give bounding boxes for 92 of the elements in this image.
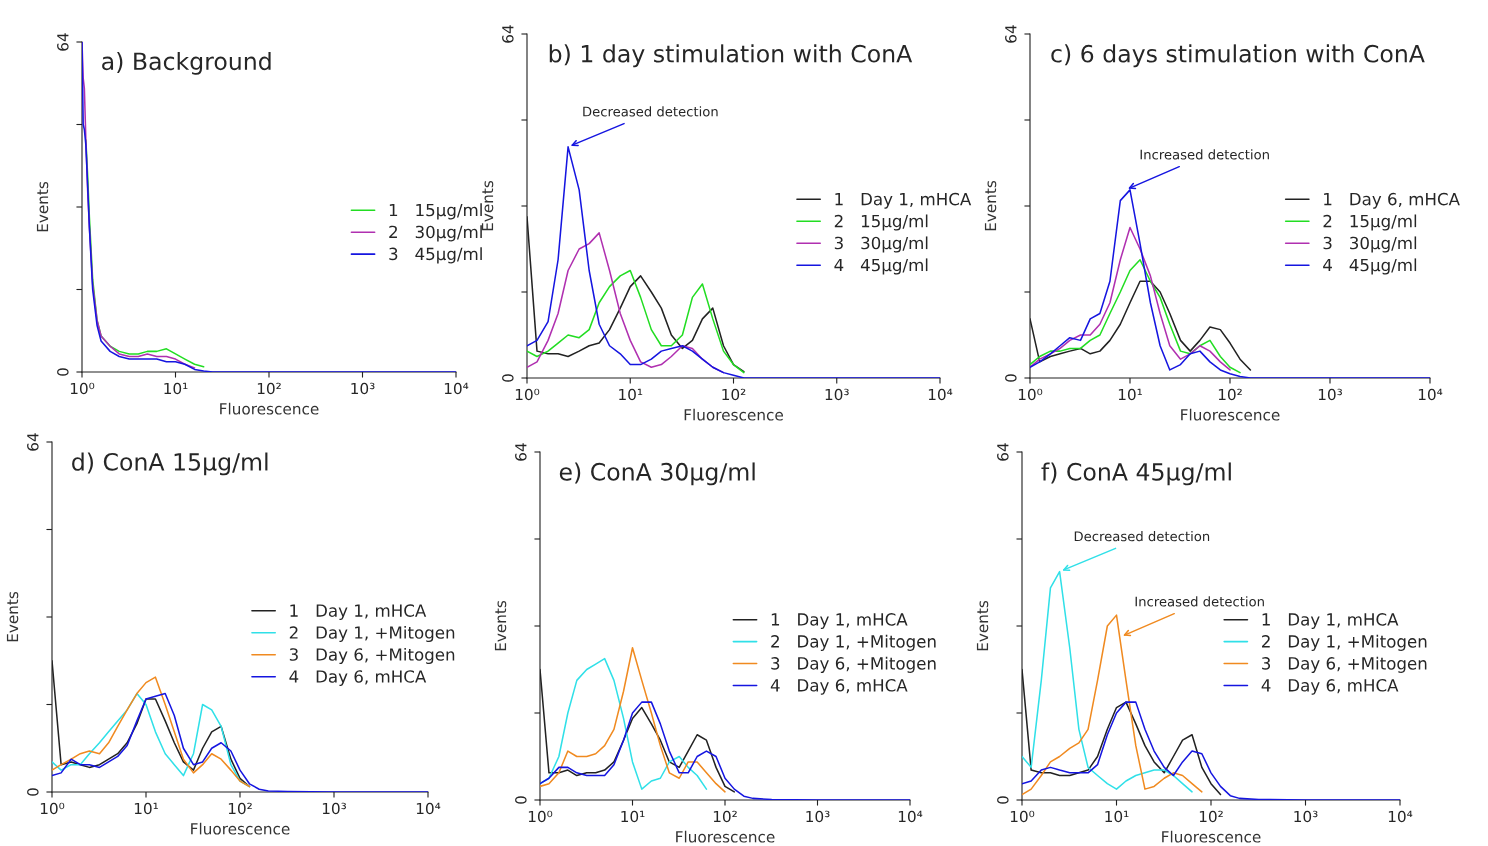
x-tick-label: 10¹ — [164, 382, 188, 395]
line-series — [1030, 258, 1241, 374]
y-axis-title: Events — [6, 591, 19, 642]
chart-title: f) ConA 45µg/ml — [1041, 462, 1231, 486]
x-tick-label: 10² — [722, 388, 746, 401]
y-tick-label: 0 — [997, 796, 1009, 804]
x-tick-label: 10⁰ — [1018, 388, 1043, 401]
legend-label: 1 Day 6, mHCA — [1324, 192, 1460, 209]
y-axis-title: Events — [976, 600, 989, 651]
x-tick-label: 10² — [257, 382, 281, 395]
y-tick-label: 0 — [1005, 374, 1017, 382]
legend-label: 3 45µg/ml — [389, 247, 482, 264]
y-tick-label: 64 — [27, 433, 39, 451]
legend-label: 1 Day 1, mHCA — [1262, 613, 1399, 629]
legend-label: 4 45µg/ml — [1323, 258, 1417, 275]
x-axis-title: Fluorescence — [1181, 408, 1280, 421]
x-axis-title: Fluorescence — [684, 408, 784, 421]
y-axis-title: Events — [494, 600, 507, 651]
line-series — [527, 269, 745, 374]
x-tick-label: 10² — [1218, 388, 1242, 401]
x-tick-label: 10⁰ — [528, 810, 553, 823]
y-axis-title: Events — [481, 180, 494, 231]
x-tick-label: 10⁴ — [1388, 810, 1413, 823]
annotation: Decreased detection — [583, 106, 718, 117]
y-tick-label: 0 — [57, 368, 69, 376]
line-series — [540, 646, 726, 793]
x-tick-label: 10⁰ — [70, 382, 95, 395]
chart-title: c) 6 days stimulation with ConA — [1051, 44, 1425, 68]
x-axis-title: Fluorescence — [1162, 830, 1261, 843]
legend-label: 2 Day 1, +Mitogen — [289, 625, 455, 643]
x-tick-label: 10¹ — [1118, 388, 1142, 401]
x-tick-label: 10⁴ — [444, 382, 469, 395]
y-tick-label: 64 — [1005, 25, 1017, 43]
x-tick-label: 10³ — [351, 382, 375, 395]
x-tick-label: 10⁰ — [1010, 810, 1035, 823]
chart-title: e) ConA 30µg/ml — [559, 462, 755, 486]
y-axis-title: Events — [984, 180, 997, 231]
annotation: Decreased detection — [1074, 531, 1210, 542]
legend-label: 3 Day 6, +Mitogen — [289, 647, 455, 665]
chart-title: b) 1 day stimulation with ConA — [549, 44, 913, 68]
annotation: Increased detection — [1135, 596, 1264, 607]
y-tick-label: 0 — [515, 796, 527, 804]
legend-label: 1 Day 1, mHCA — [771, 613, 908, 629]
x-axis-title: Fluorescence — [220, 402, 319, 415]
legend-label: 2 Day 1, +Mitogen — [771, 634, 936, 651]
line-series — [1030, 226, 1231, 371]
x-tick-label: 10⁴ — [416, 802, 441, 815]
x-tick-label: 10² — [713, 810, 737, 823]
legend-label: 3 30µg/ml — [834, 236, 928, 253]
legend-label: 4 Day 6, mHCA — [1261, 679, 1399, 695]
x-tick-label: 10⁴ — [928, 388, 953, 401]
legend-label: 1 Day 1, mHCA — [835, 192, 972, 209]
x-tick-label: 10⁰ — [515, 388, 540, 401]
x-tick-label: 10¹ — [621, 810, 645, 823]
chart-title: d) ConA 15µg/ml — [72, 452, 268, 476]
legend-label: 2 15µg/ml — [834, 214, 928, 231]
line-series — [1022, 614, 1203, 796]
x-tick-label: 10¹ — [134, 802, 158, 815]
x-tick-label: 10⁰ — [40, 802, 65, 815]
x-tick-label: 10¹ — [1105, 810, 1129, 823]
y-tick-label: 64 — [502, 25, 514, 43]
legend-label: 2 15µg/ml — [1323, 214, 1417, 231]
x-tick-label: 10³ — [806, 810, 830, 823]
x-axis-title: Fluorescence — [676, 830, 775, 843]
x-tick-label: 10⁴ — [898, 810, 923, 823]
legend-label: 1 15µg/ml — [389, 203, 482, 220]
legend-label: 2 30µg/ml — [389, 225, 482, 242]
y-tick-label: 64 — [515, 443, 527, 461]
y-tick-label: 64 — [57, 33, 69, 51]
x-tick-label: 10⁴ — [1418, 388, 1443, 401]
x-tick-label: 10² — [228, 802, 252, 815]
y-tick-label: 64 — [997, 443, 1009, 461]
x-tick-label: 10³ — [825, 388, 849, 401]
legend-label: 2 Day 1, +Mitogen — [1262, 634, 1427, 651]
x-tick-label: 10³ — [1318, 388, 1343, 401]
x-tick-label: 10³ — [322, 802, 347, 815]
legend-label: 3 Day 6, +Mitogen — [1262, 656, 1427, 673]
x-tick-label: 10³ — [1294, 810, 1318, 823]
annotation: Increased detection — [1140, 149, 1269, 160]
x-tick-label: 10² — [1199, 810, 1223, 823]
y-tick-label: 0 — [27, 788, 39, 796]
legend-label: 4 Day 6, mHCA — [770, 679, 908, 695]
legend-label: 4 45µg/ml — [834, 258, 928, 275]
legend-label: 1 Day 1, mHCA — [290, 604, 427, 621]
y-axis-title: Events — [36, 181, 49, 232]
legend-label: 3 30µg/ml — [1323, 236, 1417, 253]
y-tick-label: 0 — [502, 374, 514, 382]
chart-title: a) Background — [102, 51, 271, 75]
x-axis-title: Fluorescence — [191, 822, 290, 835]
legend-label: 3 Day 6, +Mitogen — [771, 656, 936, 673]
x-tick-label: 10¹ — [619, 388, 643, 401]
legend-label: 4 Day 6, mHCA — [289, 670, 427, 687]
